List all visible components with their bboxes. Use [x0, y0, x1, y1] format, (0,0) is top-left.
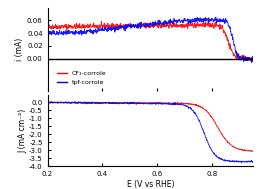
- Legend: CF₃-corrole, tpf-corrole: CF₃-corrole, tpf-corrole: [55, 68, 109, 88]
- Y-axis label: J (mA cm⁻²): J (mA cm⁻²): [18, 108, 27, 153]
- Y-axis label: i (mA): i (mA): [15, 37, 24, 61]
- X-axis label: E (V vs RHE): E (V vs RHE): [127, 180, 174, 189]
